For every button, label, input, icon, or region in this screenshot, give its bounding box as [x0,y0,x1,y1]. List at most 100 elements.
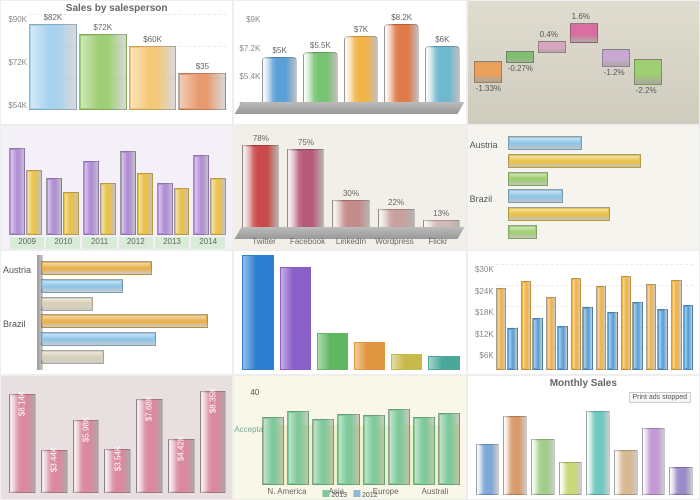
bar-value-label: 78% [253,134,269,143]
bar-value-label: $5.5K [310,41,331,50]
bar [503,416,527,495]
hbar [508,225,538,239]
bar [157,183,173,235]
bar: $4.42K [168,439,195,493]
brick-label: -2.2% [636,86,657,95]
chart-cell: Acceptable40N. AmericaAsiaEuropeAustrali… [233,375,466,500]
chart-cell [233,250,466,375]
chart-cell: $8.14K$3.44K$5.98K$3.54K$7.68K$4.42K$8.3… [0,375,233,500]
bar [413,417,435,485]
x-category: Wordpress [373,237,416,249]
chart-cell: Sales by salesperson$90K$72K$54K$82K$72K… [0,0,233,125]
x-category: 2012 [119,237,153,249]
bar: $6K [425,46,460,110]
chart-cell: $9K$7.2K$5.4K$3.6K$5K$5.5K$7K$8.2K$6K [233,0,466,125]
chart-base [235,102,465,114]
x-category: 2011 [82,237,116,249]
bar-value-label: $3.44K [50,447,59,472]
bar: $7.68K [136,399,163,493]
hbar [41,279,123,293]
bar [559,462,583,495]
hbar-group-label: Austria [470,140,498,150]
bar-value-label: $5.98K [81,416,90,441]
waterfall-brick [634,59,662,85]
bar: $60K [129,46,177,110]
bar [337,414,359,485]
ytick: $72K [1,58,27,67]
hbar-group-label: Brazil [3,319,26,329]
bar [312,419,334,486]
bar: $35 [178,73,226,110]
bar: $7K [344,36,379,110]
bar [582,307,593,370]
bar [120,151,136,235]
bar: $82K [29,24,77,110]
legend-label: 2012 [362,492,378,499]
bar [571,278,582,370]
ytick: $12K [468,330,494,339]
bar [646,284,657,370]
x-category: Facebook [286,237,329,249]
bar [46,178,62,235]
bar: $8.2K [384,24,419,110]
brick-label: 0.4% [540,30,558,39]
bar [496,288,507,370]
bar-value-label: 13% [433,209,449,218]
brick-label: -0.27% [508,64,533,73]
bar [531,439,555,495]
ytick: $7.2K [234,44,260,53]
ytick: $18K [468,308,494,317]
bar-value-label: $35 [196,62,209,71]
bar [100,183,116,235]
hbar [508,207,610,221]
bar: $3.54K [104,449,131,493]
bar [63,192,79,235]
hbar [508,136,582,150]
bar [596,286,607,370]
bar [657,309,668,370]
x-category: N. America [262,487,311,499]
chart-cell: -1.33%-0.27%0.4%1.6%-1.2%-2.2% [467,0,700,125]
bar-value-label: $82K [44,13,63,22]
bar [317,333,348,370]
ytick: 40 [250,388,259,397]
bar [210,178,226,235]
bar [521,281,532,370]
bar: $5.98K [73,420,100,493]
bar [363,415,385,485]
waterfall-brick [474,61,502,83]
x-category: Twitter [242,237,285,249]
legend-swatch [322,490,329,497]
bar [671,280,682,370]
chart-cell: Austria Brazil [467,125,700,250]
bar [428,356,459,370]
bar [557,326,568,370]
x-category: 2009 [10,237,44,249]
bar: 78% [242,145,279,235]
hbar [41,332,156,346]
chart-cell: 200920102011201220132014 [0,125,233,250]
ytick: $5.4K [234,72,260,81]
waterfall-brick [538,41,566,53]
hbar-group-label: Austria [3,265,31,275]
bar: $8.14K [9,394,36,493]
ytick: $6K [468,351,494,360]
bar [83,161,99,235]
bar: $72K [79,34,127,110]
bar [607,312,618,370]
bar [438,413,460,485]
hbar-group-label: Brazil [470,194,493,204]
hbar [41,261,152,275]
bar-value-label: $6K [435,35,449,44]
bar [476,444,500,495]
chart-title: Sales by salesperson [1,1,232,14]
bar [9,148,25,235]
ytick: $90K [1,15,27,24]
bar-value-label: $60K [143,35,162,44]
hbar [508,172,549,186]
bar: 75% [287,149,324,235]
chart-cell: Monthly SalesPrint ads stopped [467,375,700,500]
bar-value-label: $4.42K [177,436,186,461]
ytick: $54K [1,101,27,110]
bar-value-label: $5K [273,46,287,55]
